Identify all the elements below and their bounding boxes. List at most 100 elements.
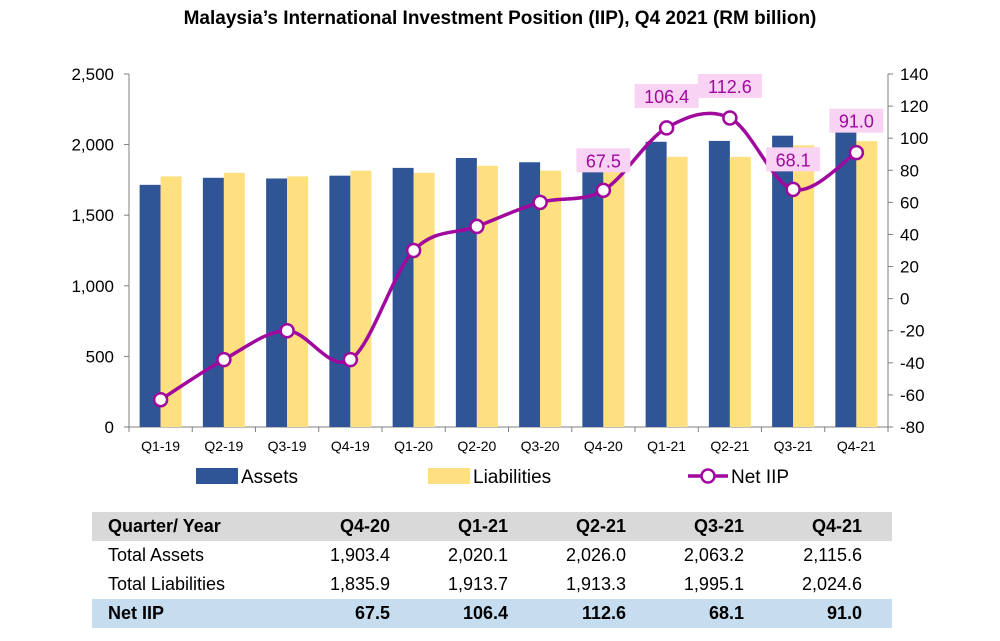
y-tick-label-right: 0 — [900, 290, 909, 309]
legend-marker-net-iip — [700, 468, 716, 484]
summary-table: Quarter/ Year Q4-20 Q1-21 Q2-21 Q3-21 Q4… — [92, 512, 892, 628]
net-iip-point — [658, 120, 675, 136]
net-iip-point — [279, 322, 295, 339]
x-tick-label: Q4-19 — [331, 438, 370, 454]
legend-label-net-iip: Net IIP — [731, 467, 789, 488]
bar-liabilities — [666, 156, 688, 427]
table-header-cell: Q2-21 — [575, 516, 626, 536]
legend-swatch-liabilities — [428, 468, 470, 484]
table-header-cell: Q3-21 — [693, 516, 744, 536]
table-cell: 2,024.6 — [801, 574, 862, 594]
bar-liabilities — [729, 156, 751, 427]
table-cell: 68.1 — [708, 603, 744, 623]
table-cell: 1,995.1 — [683, 574, 744, 594]
net-iip-point — [342, 351, 359, 368]
net-iip-point — [469, 218, 485, 235]
table-row-total-assets: Total Assets 1,903.4 2,020.1 2,026.0 2,0… — [92, 541, 892, 570]
y-tick-label-left: 500 — [86, 347, 114, 366]
bar-assets — [455, 158, 477, 427]
bar-assets — [645, 141, 667, 427]
data-label-bg — [829, 108, 884, 133]
bar-assets — [772, 135, 794, 428]
net-iip-point — [216, 351, 232, 368]
legend: Assets Liabilities Net IIP — [196, 467, 789, 488]
bar-liabilities — [287, 176, 309, 427]
x-tick-label: Q4-21 — [837, 438, 876, 454]
x-tick-label: Q3-19 — [268, 438, 307, 454]
y-tick-label-left: 2,500 — [71, 65, 114, 84]
chart-svg: 0 500 1,000 1,500 2,000 2,500 -80 -60 -40 -20 0 20 4… — [71, 65, 928, 488]
y-tick-label-right: 80 — [900, 161, 919, 180]
x-tick-label: Q1-20 — [394, 438, 433, 454]
x-tick-label: Q1-21 — [647, 438, 686, 454]
table-cell: 2,026.0 — [565, 545, 626, 565]
x-tick-label: Q3-20 — [521, 438, 560, 454]
data-label-bg — [634, 83, 699, 108]
data-label-bg — [576, 148, 631, 173]
x-tick-label: Q2-19 — [204, 438, 243, 454]
data-labels: 67.5 106.4 112.6 68.1 91.0 — [576, 73, 884, 173]
bar-assets — [266, 178, 288, 427]
bar-assets — [202, 177, 224, 427]
y-tick-label-right: 20 — [900, 258, 919, 277]
y-tick-label-right: 140 — [900, 65, 928, 84]
table-header-cell: Q1-21 — [457, 516, 509, 536]
legend-label-assets: Assets — [241, 467, 298, 488]
bar-assets — [392, 167, 414, 427]
bar-assets — [329, 175, 351, 427]
legend-label-liabilities: Liabilities — [473, 467, 551, 488]
bar-assets — [139, 184, 161, 427]
data-label: 68.1 — [776, 150, 811, 170]
net-iip-point — [722, 110, 738, 126]
table-cell: 106.4 — [462, 603, 509, 623]
y-tick-label-left: 1,000 — [71, 277, 114, 296]
table-header-cell: Q4-20 — [340, 516, 391, 536]
table-row-total-liabilities: Total Liabilities 1,835.9 1,913.7 1,913.… — [92, 570, 892, 599]
table-header-row: Quarter/ Year Q4-20 Q1-21 Q2-21 Q3-21 Q4… — [92, 512, 892, 541]
net-iip-point — [532, 194, 548, 211]
data-label: 112.6 — [708, 77, 752, 97]
chart-title: Malaysia’s International Investment Posi… — [183, 8, 817, 29]
table-cell: 2,020.1 — [447, 545, 509, 565]
table-cell: 1,835.9 — [329, 574, 391, 594]
y-tick-label-right: 60 — [900, 193, 919, 212]
y-tick-label-left: 2,000 — [71, 136, 114, 155]
y-tick-label-right: -80 — [900, 418, 925, 437]
bar-assets — [708, 140, 730, 427]
table-cell: 2,115.6 — [803, 545, 862, 565]
data-label-bg — [697, 73, 762, 98]
table-cell: Total Assets — [108, 545, 205, 565]
axes: 0 500 1,000 1,500 2,000 2,500 -80 -60 -40 -20 0 20 4… — [71, 65, 928, 454]
bar-liabilities — [793, 145, 815, 428]
x-tick-label: Q4-20 — [584, 438, 623, 454]
y-tick-label-right: -40 — [900, 354, 925, 373]
net-iip-point — [595, 182, 612, 199]
bar-liabilities — [350, 170, 372, 428]
y-tick-label-left: 1,500 — [71, 206, 114, 225]
y-tick-label-right: 120 — [900, 97, 928, 116]
data-label: 91.0 — [839, 112, 874, 132]
y-tick-label-right: 100 — [900, 129, 928, 148]
table-row-net-iip: Net IIP 67.5 106.4 112.6 68.1 91.0 — [92, 599, 892, 628]
table-cell: 1,913.7 — [447, 574, 509, 594]
y-tick-label-right: -60 — [900, 386, 925, 405]
net-iip-point — [405, 242, 422, 259]
y-tick-label-right: -20 — [900, 322, 925, 341]
table-cell: Net IIP — [108, 603, 165, 623]
table-cell: 67.5 — [354, 603, 391, 623]
x-tick-label: Q2-20 — [457, 438, 496, 454]
net-iip-line — [152, 110, 865, 408]
bar-liabilities — [856, 141, 878, 428]
table-header-cell: Quarter/ Year — [108, 516, 221, 536]
table-cell: Total Liabilities — [108, 574, 226, 594]
table-cell: 91.0 — [826, 603, 862, 623]
table-cell: 2,063.2 — [683, 545, 744, 565]
bar-liabilities — [413, 172, 435, 427]
x-tick-label: Q1-19 — [141, 438, 180, 454]
data-label: 106.4 — [644, 87, 689, 107]
bars — [139, 128, 878, 428]
x-tick-label: Q2-21 — [710, 438, 749, 454]
net-iip-path — [159, 111, 858, 402]
table-header-cell: Q4-21 — [811, 516, 862, 536]
data-label: 67.5 — [586, 151, 621, 171]
